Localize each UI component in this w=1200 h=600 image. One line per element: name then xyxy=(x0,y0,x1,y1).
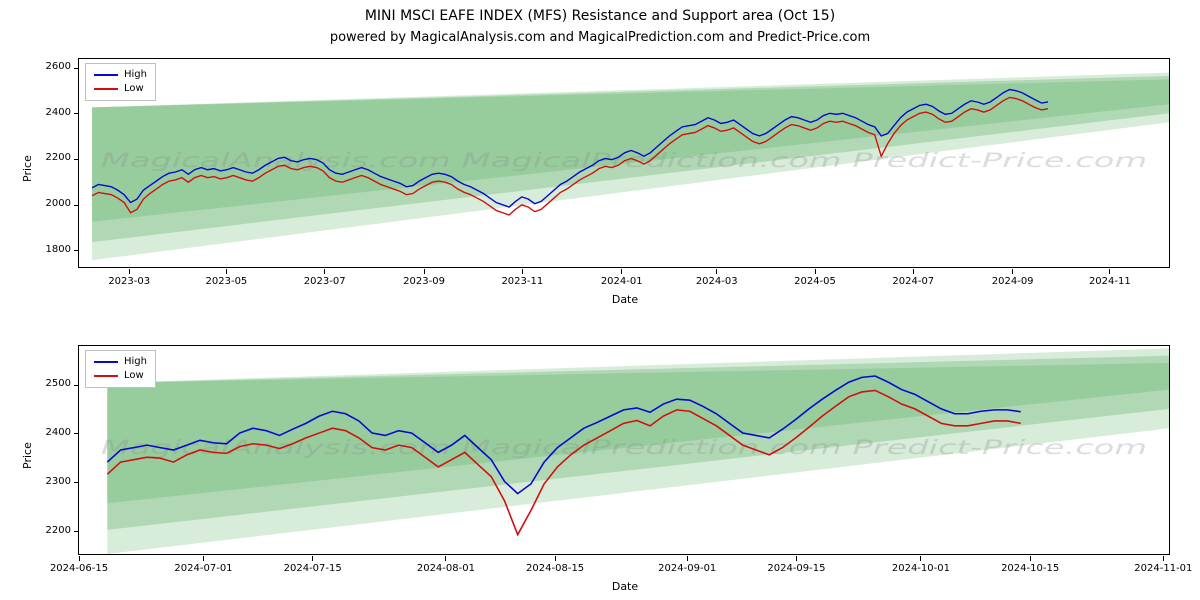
x-tick-label: 2024-07-15 xyxy=(284,563,342,574)
x-tick-mark xyxy=(312,556,313,561)
y-tick-label: 2300 xyxy=(29,476,71,487)
legend: HighLow xyxy=(85,63,156,101)
legend-label: High xyxy=(124,355,147,369)
x-tick-mark xyxy=(203,556,204,561)
x-tick-mark xyxy=(129,269,130,274)
legend-label: Low xyxy=(124,82,144,96)
y-tick-mark xyxy=(74,68,79,69)
legend-item: Low xyxy=(94,82,147,96)
legend-label: Low xyxy=(124,369,144,383)
x-tick-mark xyxy=(920,556,921,561)
x-tick-label: 2023-07 xyxy=(304,276,346,287)
x-tick-label: 2024-10-01 xyxy=(892,563,950,574)
x-tick-label: 2024-10-15 xyxy=(1001,563,1059,574)
y-tick-label: 1800 xyxy=(29,244,71,255)
top-chart-panel: MagicalAnalysis.com MagicalPrediction.co… xyxy=(78,58,1170,268)
y-tick-label: 2400 xyxy=(29,427,71,438)
y-tick-mark xyxy=(74,113,79,114)
y-tick-mark xyxy=(74,385,79,386)
x-tick-mark xyxy=(424,269,425,274)
svg-text:MagicalAnalysis.com Magica: MagicalAnalysis.com MagicalPrediction.co… xyxy=(101,436,1147,459)
y-tick-mark xyxy=(74,250,79,251)
x-tick-mark xyxy=(324,269,325,274)
legend-item: High xyxy=(94,68,147,82)
y-tick-mark xyxy=(74,482,79,483)
legend-item: High xyxy=(94,355,147,369)
x-tick-mark xyxy=(796,556,797,561)
x-tick-mark xyxy=(815,269,816,274)
x-tick-label: 2024-09-15 xyxy=(767,563,825,574)
y-tick-mark xyxy=(74,205,79,206)
chart-svg: MagicalAnalysis.com MagicalPrediction.co… xyxy=(79,59,1169,267)
x-axis-label: Date xyxy=(79,293,1171,306)
x-tick-label: 2024-01 xyxy=(601,276,643,287)
y-tick-mark xyxy=(74,159,79,160)
y-tick-label: 2500 xyxy=(29,378,71,389)
x-tick-mark xyxy=(226,269,227,274)
x-tick-label: 2023-03 xyxy=(108,276,150,287)
x-tick-mark xyxy=(79,556,80,561)
y-tick-mark xyxy=(74,433,79,434)
x-tick-label: 2024-06-15 xyxy=(50,563,108,574)
x-tick-mark xyxy=(716,269,717,274)
watermark: MagicalAnalysis.com MagicalPrediction.co… xyxy=(101,436,1147,459)
x-tick-label: 2024-09-01 xyxy=(658,563,716,574)
x-tick-label: 2024-08-15 xyxy=(526,563,584,574)
y-tick-label: 2200 xyxy=(29,525,71,536)
x-axis-label: Date xyxy=(79,580,1171,593)
x-tick-label: 2023-05 xyxy=(206,276,248,287)
y-tick-label: 2000 xyxy=(29,198,71,209)
x-tick-mark xyxy=(621,269,622,274)
x-tick-mark xyxy=(913,269,914,274)
x-tick-mark xyxy=(522,269,523,274)
legend-label: High xyxy=(124,68,147,82)
y-axis-label: Price xyxy=(21,442,34,469)
y-tick-label: 2200 xyxy=(29,152,71,163)
x-tick-mark xyxy=(1109,269,1110,274)
x-tick-label: 2024-05 xyxy=(794,276,836,287)
bottom-chart-panel: MagicalAnalysis.com MagicalPrediction.co… xyxy=(78,345,1170,555)
y-tick-label: 2600 xyxy=(29,61,71,72)
y-tick-mark xyxy=(74,531,79,532)
y-tick-label: 2400 xyxy=(29,107,71,118)
legend: HighLow xyxy=(85,350,156,388)
x-tick-label: 2023-11 xyxy=(501,276,543,287)
y-axis-label: Price xyxy=(21,155,34,182)
x-tick-label: 2024-09 xyxy=(992,276,1034,287)
legend-swatch xyxy=(94,88,118,90)
x-tick-label: 2024-03 xyxy=(696,276,738,287)
chart-svg: MagicalAnalysis.com MagicalPrediction.co… xyxy=(79,346,1169,554)
legend-swatch xyxy=(94,361,118,363)
x-tick-label: 2023-09 xyxy=(403,276,445,287)
legend-swatch xyxy=(94,375,118,377)
x-tick-mark xyxy=(1030,556,1031,561)
x-tick-label: 2024-11 xyxy=(1089,276,1131,287)
x-tick-mark xyxy=(687,556,688,561)
chart-subtitle: powered by MagicalAnalysis.com and Magic… xyxy=(0,30,1200,45)
x-tick-label: 2024-11-01 xyxy=(1134,563,1192,574)
x-tick-label: 2024-07 xyxy=(892,276,934,287)
x-tick-mark xyxy=(555,556,556,561)
legend-item: Low xyxy=(94,369,147,383)
x-tick-mark xyxy=(1012,269,1013,274)
x-tick-mark xyxy=(1163,556,1164,561)
x-tick-mark xyxy=(445,556,446,561)
figure: MINI MSCI EAFE INDEX (MFS) Resistance an… xyxy=(0,0,1200,600)
legend-swatch xyxy=(94,74,118,76)
chart-title: MINI MSCI EAFE INDEX (MFS) Resistance an… xyxy=(0,8,1200,24)
x-tick-label: 2024-08-01 xyxy=(417,563,475,574)
x-tick-label: 2024-07-01 xyxy=(174,563,232,574)
